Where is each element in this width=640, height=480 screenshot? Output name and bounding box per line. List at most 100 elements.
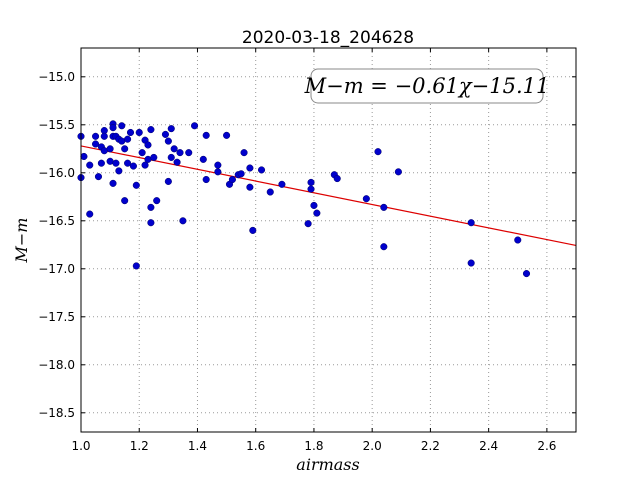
x-tick-label: 2.0 bbox=[363, 439, 382, 453]
data-points bbox=[77, 120, 531, 278]
data-point bbox=[362, 195, 370, 203]
data-point bbox=[92, 132, 100, 140]
data-point bbox=[467, 219, 475, 227]
data-point bbox=[394, 168, 402, 176]
y-tick-label: −16.0 bbox=[38, 166, 75, 180]
chart-title: 2020-03-18_204628 bbox=[242, 28, 414, 48]
data-point bbox=[240, 149, 248, 157]
data-point bbox=[380, 203, 388, 211]
y-tick-label: −16.5 bbox=[38, 214, 75, 228]
data-point bbox=[228, 175, 236, 184]
data-point bbox=[191, 122, 199, 130]
x-tick-label: 1.2 bbox=[130, 439, 149, 453]
data-point bbox=[124, 159, 132, 167]
data-point bbox=[92, 140, 100, 148]
data-point bbox=[467, 259, 475, 267]
data-point bbox=[223, 131, 231, 139]
data-point bbox=[138, 149, 146, 157]
x-tick-label: 1.8 bbox=[304, 439, 323, 453]
data-point bbox=[106, 145, 114, 153]
data-point bbox=[522, 270, 531, 278]
data-point bbox=[179, 217, 187, 225]
data-point bbox=[115, 167, 123, 175]
data-point bbox=[144, 141, 152, 149]
data-point bbox=[374, 148, 382, 156]
x-tick-label: 2.2 bbox=[421, 439, 440, 453]
data-point bbox=[135, 128, 143, 137]
data-point bbox=[94, 173, 103, 181]
data-point bbox=[112, 159, 120, 167]
data-point bbox=[237, 170, 245, 178]
x-tick-label: 1.6 bbox=[246, 439, 265, 453]
x-tick-label: 2.6 bbox=[537, 439, 556, 453]
y-tick-label: −17.0 bbox=[38, 262, 75, 276]
y-tick-label: −18.0 bbox=[38, 358, 75, 372]
axis-ticks bbox=[80, 48, 576, 432]
x-tick-labels: 1.0 1.2 1.4 1.6 1.8 2.0 2.2 2.4 2.6 bbox=[71, 439, 556, 453]
data-point bbox=[147, 203, 155, 211]
x-tick-label: 1.4 bbox=[188, 439, 207, 453]
data-point bbox=[246, 164, 254, 172]
data-point bbox=[109, 124, 117, 132]
y-axis-label: M−m bbox=[12, 218, 31, 264]
annotation-text: M−m = −0.61χ−15.11 bbox=[304, 74, 550, 98]
data-point bbox=[132, 262, 140, 270]
data-point bbox=[199, 155, 207, 163]
data-point bbox=[86, 161, 94, 169]
data-point bbox=[164, 177, 172, 185]
data-point bbox=[164, 137, 172, 145]
data-point bbox=[141, 161, 149, 169]
data-point bbox=[313, 209, 321, 217]
data-point bbox=[167, 153, 175, 161]
y-tick-label: −15.0 bbox=[38, 70, 75, 84]
data-point bbox=[310, 201, 318, 209]
y-tick-label: −15.5 bbox=[38, 118, 75, 132]
annotation-box bbox=[310, 68, 544, 104]
data-point bbox=[124, 135, 132, 143]
data-point bbox=[100, 132, 108, 140]
data-point bbox=[150, 153, 158, 161]
data-point bbox=[97, 159, 105, 167]
data-point bbox=[185, 149, 193, 157]
data-point bbox=[380, 243, 388, 251]
data-point bbox=[307, 178, 315, 186]
data-point bbox=[333, 175, 341, 183]
data-point bbox=[132, 181, 140, 189]
data-point bbox=[514, 236, 522, 244]
data-point bbox=[153, 197, 161, 205]
data-point bbox=[257, 166, 266, 174]
fit-line bbox=[80, 145, 577, 247]
x-tick-label: 2.4 bbox=[479, 439, 498, 453]
data-point bbox=[176, 149, 184, 157]
data-point bbox=[147, 126, 155, 134]
data-point bbox=[147, 219, 155, 227]
data-point bbox=[173, 158, 181, 166]
y-tick-label: −17.5 bbox=[38, 310, 75, 324]
y-tick-labels: −15.0 −15.5 −16.0 −16.5 −17.0 −17.5 −18.0 −18.5 bbox=[38, 70, 75, 420]
data-point bbox=[266, 188, 274, 196]
data-point bbox=[161, 130, 169, 138]
fit-annotation: M−m = −0.61χ−15.11 bbox=[304, 68, 550, 104]
data-point bbox=[307, 185, 315, 193]
data-point bbox=[129, 162, 137, 170]
data-point bbox=[170, 145, 178, 153]
data-point bbox=[214, 161, 222, 169]
data-point bbox=[118, 122, 126, 130]
x-tick-label: 1.0 bbox=[71, 439, 90, 453]
data-point bbox=[304, 220, 312, 228]
y-tick-label: −18.5 bbox=[38, 406, 75, 420]
data-point bbox=[246, 183, 254, 191]
data-point bbox=[109, 179, 117, 187]
data-point bbox=[121, 197, 129, 205]
data-point bbox=[202, 131, 210, 139]
data-point bbox=[86, 210, 94, 218]
data-point bbox=[202, 175, 210, 184]
data-point bbox=[278, 180, 286, 188]
data-point bbox=[80, 152, 88, 161]
data-point bbox=[167, 125, 175, 133]
x-axis-label: airmass bbox=[296, 455, 359, 474]
plot-frame bbox=[80, 47, 577, 433]
data-point bbox=[214, 168, 222, 176]
